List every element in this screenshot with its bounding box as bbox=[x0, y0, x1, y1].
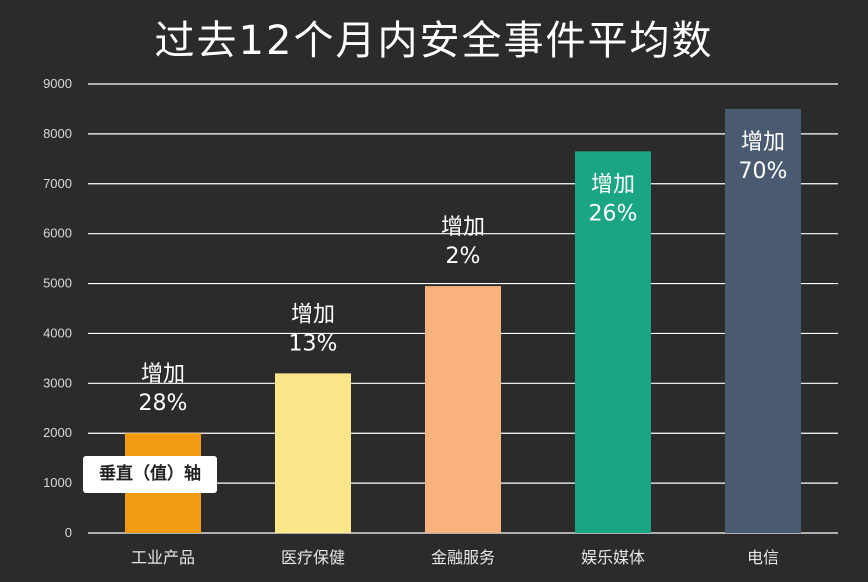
y-tick-label: 9000 bbox=[43, 76, 72, 91]
y-tick-label: 4000 bbox=[43, 325, 72, 340]
bars bbox=[125, 108, 801, 533]
category-label: 工业产品 bbox=[131, 548, 195, 567]
y-tick-label: 7000 bbox=[43, 176, 72, 191]
category-label: 娱乐媒体 bbox=[581, 548, 645, 567]
bar-annotation: 增加 bbox=[741, 130, 785, 155]
vertical-axis-tag: 垂直（值）轴 bbox=[83, 456, 217, 493]
bar-annotation: 28% bbox=[139, 391, 188, 416]
category-label: 金融服务 bbox=[431, 548, 495, 567]
y-tick-label: 3000 bbox=[43, 375, 72, 390]
bar-annotation: 增加 bbox=[441, 215, 485, 240]
bar-annotation: 增加 bbox=[141, 362, 185, 387]
y-tick-label: 0 bbox=[65, 525, 72, 540]
bar-annotation: 增加 bbox=[291, 302, 335, 327]
category-label: 电信 bbox=[747, 548, 779, 567]
x-axis-categories: 工业产品 医疗保健 金融服务 娱乐媒体 电信 bbox=[131, 548, 779, 567]
bar bbox=[425, 286, 501, 533]
bar-annotation: 26% bbox=[589, 201, 638, 226]
y-tick-label: 6000 bbox=[43, 226, 72, 241]
y-tick-label: 5000 bbox=[43, 276, 72, 291]
bar-annotation: 70% bbox=[739, 159, 788, 184]
bar-annotation: 13% bbox=[289, 331, 338, 356]
category-label: 医疗保健 bbox=[281, 548, 345, 567]
bar-annotation: 2% bbox=[446, 244, 481, 269]
chart-title: 过去12个月内安全事件平均数 bbox=[154, 18, 714, 64]
y-tick-label: 1000 bbox=[43, 475, 72, 490]
bar bbox=[275, 373, 351, 533]
y-tick-label: 8000 bbox=[43, 126, 72, 141]
y-tick-label: 2000 bbox=[43, 425, 72, 440]
bar-annotations: 增加 28% 增加 13% 增加 2% 增加 26% 增加 70% bbox=[139, 130, 788, 416]
bar-annotation: 增加 bbox=[591, 172, 635, 197]
bar bbox=[725, 108, 801, 533]
bar bbox=[575, 151, 651, 533]
y-axis-ticks: 0 1000 2000 3000 4000 5000 6000 7000 8000 9000 bbox=[43, 76, 72, 540]
